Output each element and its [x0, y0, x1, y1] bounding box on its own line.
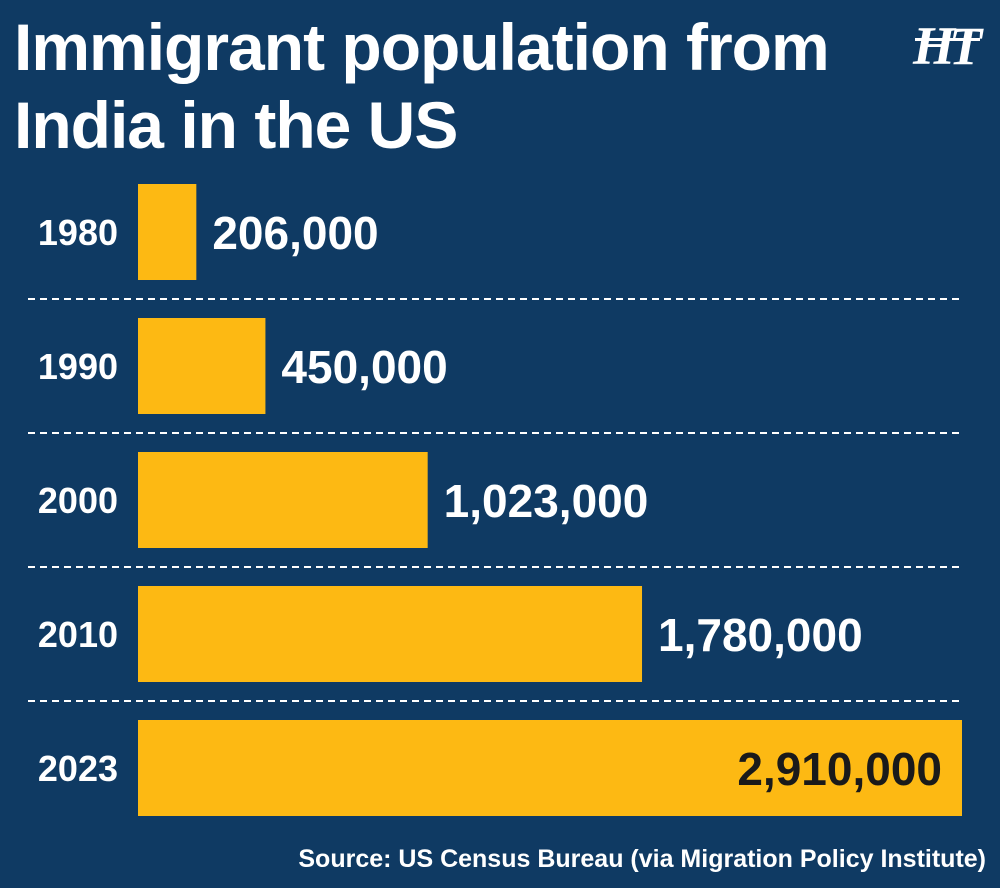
year-label: 2023 [38, 748, 118, 789]
chart-title: Immigrant population from India in the U… [14, 10, 830, 162]
ht-logo-bar [915, 38, 980, 41]
year-label: 1990 [38, 346, 118, 387]
source-note: Source: US Census Bureau (via Migration … [298, 845, 986, 873]
ht-logo-text: HT [913, 16, 982, 76]
bar [138, 184, 197, 280]
value-label: 450,000 [281, 341, 447, 393]
bar [138, 452, 428, 548]
bar [138, 720, 962, 816]
ht-logo: HT [913, 16, 982, 76]
year-label: 1980 [38, 212, 118, 253]
year-label: 2000 [38, 480, 118, 521]
value-label: 2,910,000 [737, 743, 942, 795]
value-label: 206,000 [212, 207, 378, 259]
year-label: 2010 [38, 614, 118, 655]
bar [138, 586, 643, 682]
value-label: 1,023,000 [444, 475, 649, 527]
bar [138, 318, 266, 414]
value-label: 1,780,000 [658, 609, 863, 661]
